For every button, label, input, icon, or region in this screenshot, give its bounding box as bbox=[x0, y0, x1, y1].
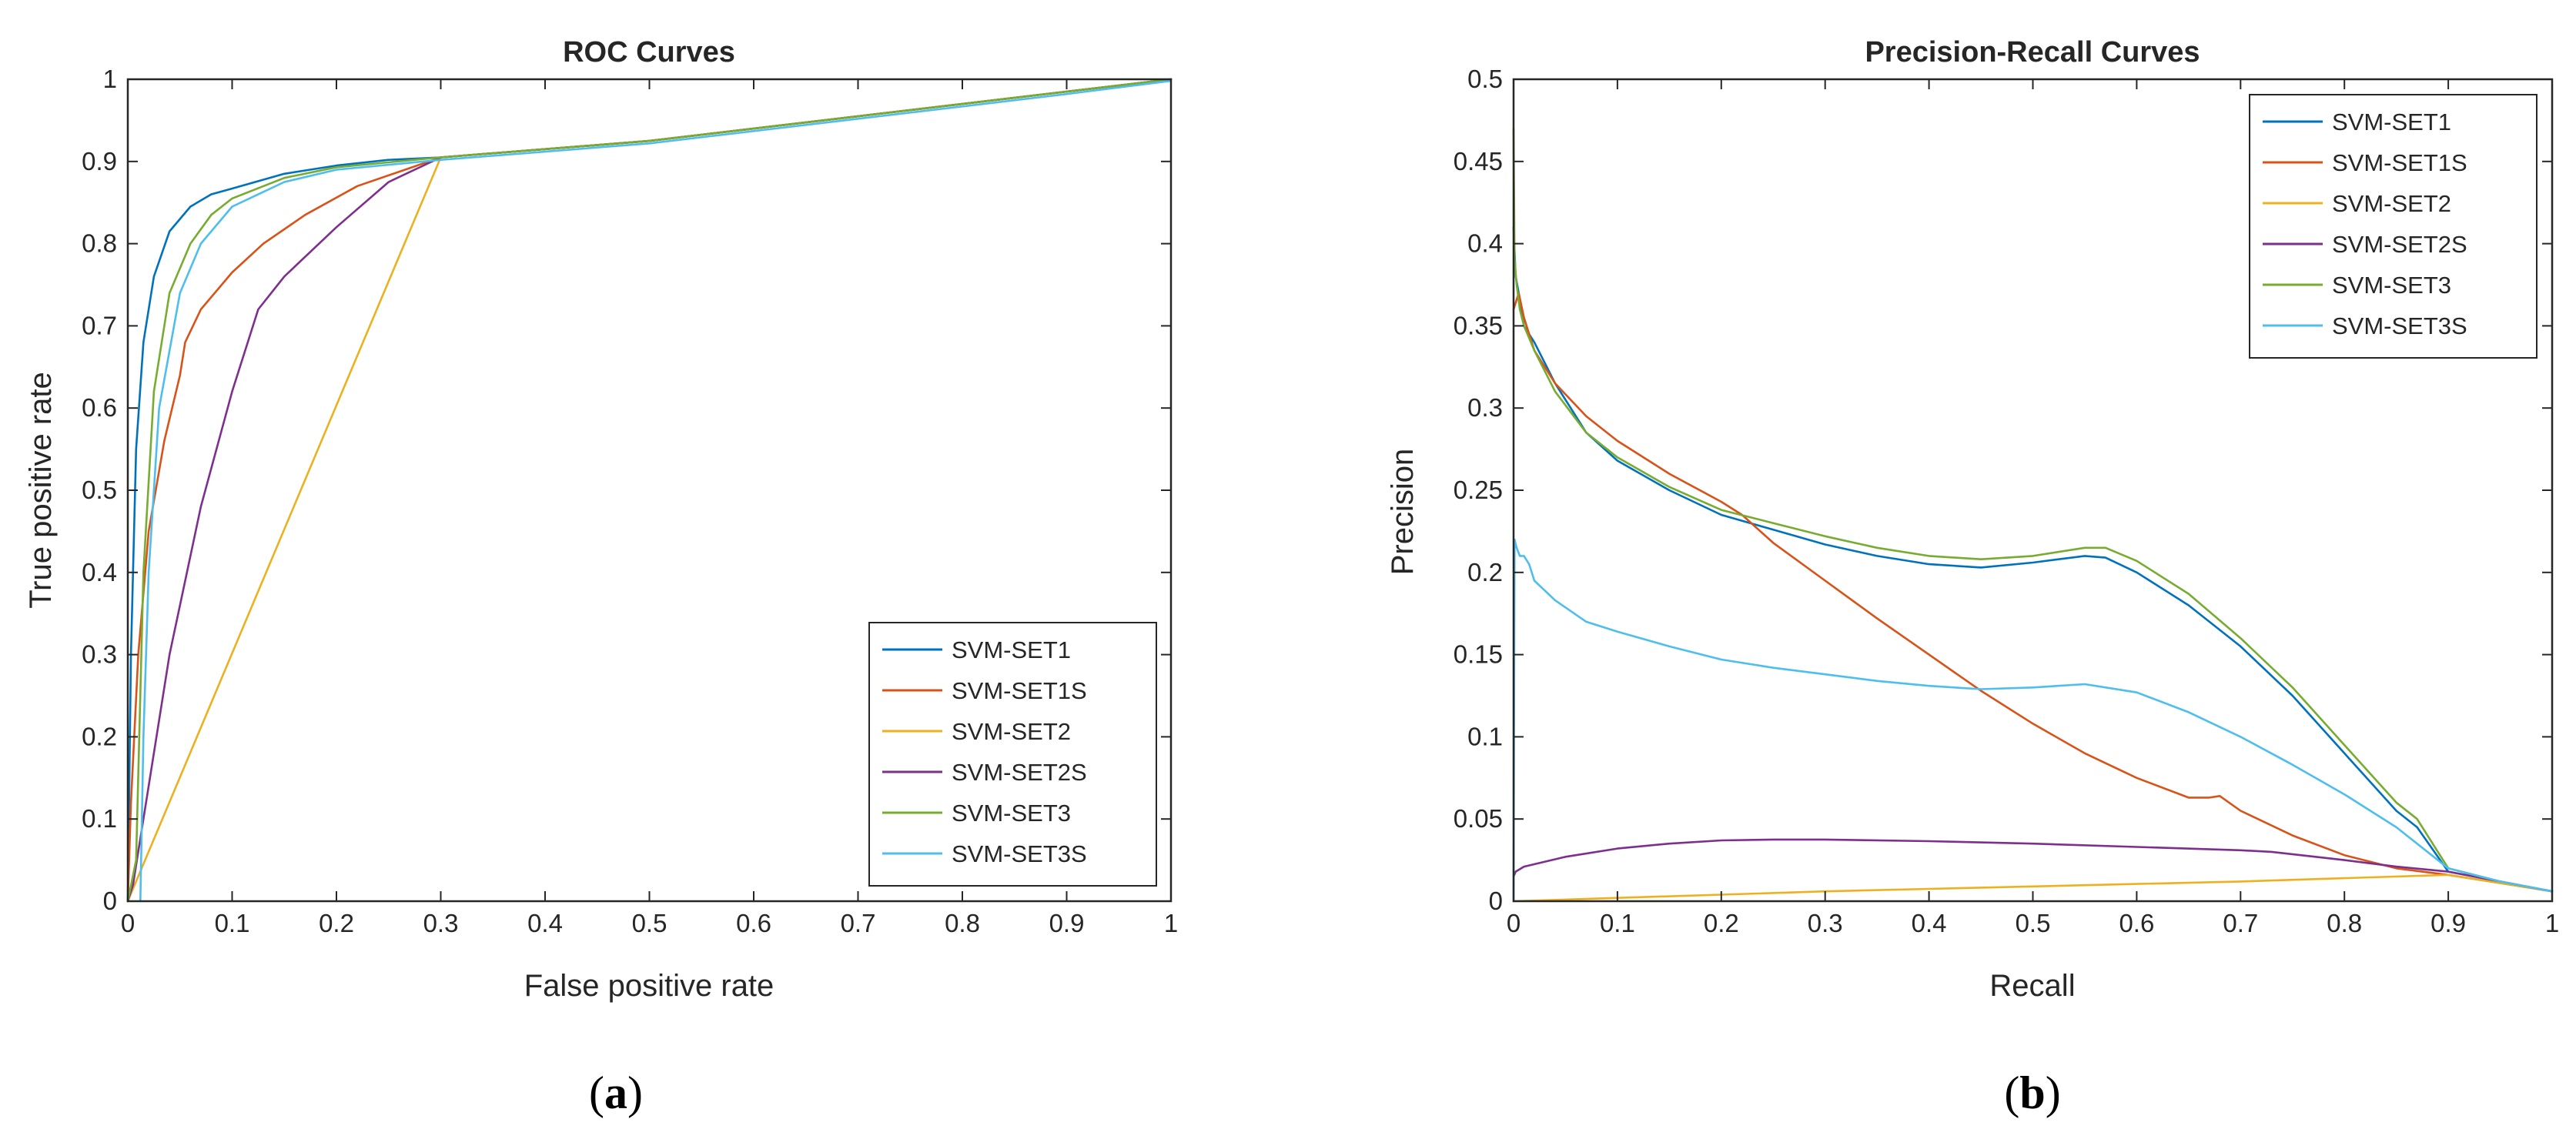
pr-y-tick-label: 0.15 bbox=[1454, 640, 1503, 669]
roc-y-tick-label: 0.8 bbox=[82, 229, 117, 258]
pr-series-svm-set2s-line bbox=[1512, 838, 2554, 893]
pr-series-svm-set3s-line bbox=[1512, 538, 2554, 903]
pr-y-tick-label: 0.4 bbox=[1467, 229, 1503, 258]
pr-chart-title: Precision-Recall Curves bbox=[1865, 36, 2200, 68]
pr-y-tick-label: 0.05 bbox=[1454, 804, 1503, 833]
pr-series-svm-set1-line bbox=[1512, 225, 2554, 893]
pr-x-tick-label: 0.5 bbox=[2016, 909, 2051, 937]
roc-x-tick-label: 0.8 bbox=[945, 909, 980, 937]
pr-legend-items: SVM-SET1 SVM-SET1S SVM-SET2 SVM-SET2S SVM-SE… bbox=[2263, 109, 2467, 339]
pr-legend-label-svm-set1s: SVM-SET1S bbox=[2332, 149, 2467, 176]
roc-caption-letter: a bbox=[604, 1067, 627, 1118]
pr-x-axis-label: Recall bbox=[1989, 969, 2075, 1003]
pr-caption-open: ( bbox=[2004, 1067, 2019, 1118]
roc-y-tick-label: 0.9 bbox=[82, 147, 117, 175]
roc-caption-close: ) bbox=[627, 1067, 643, 1118]
pr-caption-letter: b bbox=[2019, 1067, 2045, 1118]
pr-x-tick-label: 0.1 bbox=[1600, 909, 1635, 937]
pr-y-tick-label: 0.5 bbox=[1467, 65, 1503, 93]
pr-caption: (b) bbox=[2004, 1067, 2060, 1118]
roc-caption-open: ( bbox=[589, 1067, 604, 1118]
roc-legend-label-svm-set3: SVM-SET3 bbox=[952, 800, 1071, 827]
roc-y-tick-label: 0.3 bbox=[82, 640, 117, 669]
roc-series-svm-set3s-line bbox=[139, 79, 1173, 903]
pr-x-tick-label: 0.8 bbox=[2327, 909, 2362, 937]
pr-legend: SVM-SET1 SVM-SET1S SVM-SET2 SVM-SET2S SVM-SE… bbox=[2249, 94, 2538, 359]
pr-caption-close: ) bbox=[2046, 1067, 2061, 1118]
pr-y-axis-label: Precision bbox=[1386, 449, 1420, 576]
roc-x-tick-label: 0.6 bbox=[736, 909, 771, 937]
roc-x-tick-label: 0.3 bbox=[423, 909, 459, 937]
pr-x-tick-label: 0.9 bbox=[2430, 909, 2466, 937]
pr-y-tick-label: 0.25 bbox=[1454, 476, 1503, 504]
pr-x-tick-label: 0.2 bbox=[1704, 909, 1739, 937]
pr-legend-label-svm-set3: SVM-SET3 bbox=[2332, 272, 2451, 299]
pr-y-tick-label: 0.35 bbox=[1454, 311, 1503, 339]
roc-legend-label-svm-set2: SVM-SET2 bbox=[952, 718, 1071, 745]
pr-legend-box bbox=[2249, 94, 2538, 359]
pr-x-tick-label: 0.6 bbox=[2119, 909, 2154, 937]
pr-legend-label-svm-set3s: SVM-SET3S bbox=[2332, 312, 2467, 339]
roc-series-svm-set3-line bbox=[126, 78, 1173, 903]
pr-x-tick-label: 0.4 bbox=[1912, 909, 1947, 937]
roc-x-tick-label: 0.2 bbox=[319, 909, 354, 937]
roc-y-ticks: 0 0.1 0.2 0.3 0.4 0.5 0.6 0.7 0.8 0.9 1 bbox=[82, 65, 1171, 915]
pr-y-tick-label: 0.45 bbox=[1454, 147, 1503, 175]
roc-x-tick-label: 0.9 bbox=[1049, 909, 1085, 937]
pr-y-ticks: 0 0.05 0.1 0.15 0.2 0.25 0.3 0.35 0.4 0.45 0.5 bbox=[1454, 65, 2552, 915]
roc-chart-title: ROC Curves bbox=[563, 36, 735, 68]
roc-y-tick-label: 0.4 bbox=[82, 558, 117, 586]
roc-x-tick-label: 0.5 bbox=[632, 909, 667, 937]
roc-x-tick-label: 0.1 bbox=[215, 909, 250, 937]
roc-legend-label-svm-set1s: SVM-SET1S bbox=[952, 677, 1087, 704]
roc-y-tick-label: 1 bbox=[103, 65, 117, 93]
pr-chart-panel: Precision-Recall Curves 0 0.1 0.2 0.3 0.4 0.5… bbox=[1386, 36, 2559, 1118]
roc-x-tick-label: 0.7 bbox=[841, 909, 876, 937]
roc-x-ticks: 0 0.1 0.2 0.3 0.4 0.5 0.6 0.7 0.8 0.9 1 bbox=[121, 79, 1178, 937]
pr-legend-label-svm-set2s: SVM-SET2S bbox=[2332, 231, 2467, 258]
pr-x-tick-label: 0.7 bbox=[2223, 909, 2258, 937]
pr-y-tick-label: 0.1 bbox=[1467, 722, 1503, 750]
pr-x-tick-label: 0 bbox=[1507, 909, 1521, 937]
roc-legend-box bbox=[868, 622, 1157, 887]
pr-y-tick-label: 0 bbox=[1489, 887, 1503, 915]
roc-y-tick-label: 0.1 bbox=[82, 804, 117, 833]
roc-y-axis-label: True positive rate bbox=[24, 372, 58, 609]
pr-series-svm-set3-line bbox=[1512, 127, 2554, 893]
roc-x-tick-label: 1 bbox=[1164, 909, 1178, 937]
roc-legend-label-svm-set1: SVM-SET1 bbox=[952, 636, 1071, 663]
roc-x-tick-label: 0.4 bbox=[527, 909, 563, 937]
pr-legend-label-svm-set1: SVM-SET1 bbox=[2332, 109, 2451, 135]
pr-legend-label-svm-set2: SVM-SET2 bbox=[2332, 190, 2451, 217]
pr-series-group bbox=[1512, 127, 2554, 903]
roc-y-tick-label: 0.6 bbox=[82, 393, 117, 422]
pr-series-svm-set1s-line bbox=[1512, 292, 2554, 893]
roc-x-axis-label: False positive rate bbox=[524, 969, 774, 1003]
roc-y-tick-label: 0 bbox=[103, 887, 117, 915]
pr-x-tick-label: 0.3 bbox=[1808, 909, 1843, 937]
pr-x-tick-label: 1 bbox=[2545, 909, 2559, 937]
roc-legend: SVM-SET1 SVM-SET1S SVM-SET2 SVM-SET2S SVM-SE… bbox=[868, 622, 1157, 887]
roc-legend-items: SVM-SET1 SVM-SET1S SVM-SET2 SVM-SET2S SVM-SE… bbox=[882, 636, 1087, 867]
pr-y-tick-label: 0.2 bbox=[1467, 558, 1503, 586]
roc-y-tick-label: 0.7 bbox=[82, 311, 117, 339]
roc-series-group bbox=[126, 78, 1173, 903]
pr-series-svm-set2-line bbox=[1512, 873, 2554, 903]
roc-y-tick-label: 0.2 bbox=[82, 722, 117, 750]
roc-legend-label-svm-set3s: SVM-SET3S bbox=[952, 840, 1087, 867]
roc-y-tick-label: 0.5 bbox=[82, 476, 117, 504]
roc-x-tick-label: 0 bbox=[121, 909, 135, 937]
roc-chart-panel: ROC Curves 0 0.1 0.2 0.3 0.4 0.5 0.6 0.7 0.8 0.9 1… bbox=[24, 36, 1178, 1118]
roc-caption: (a) bbox=[589, 1067, 643, 1118]
roc-legend-label-svm-set2s: SVM-SET2S bbox=[952, 759, 1087, 786]
pr-x-ticks: 0 0.1 0.2 0.3 0.4 0.5 0.6 0.7 0.8 0.9 1 bbox=[1507, 79, 2559, 937]
pr-y-tick-label: 0.3 bbox=[1467, 393, 1503, 422]
